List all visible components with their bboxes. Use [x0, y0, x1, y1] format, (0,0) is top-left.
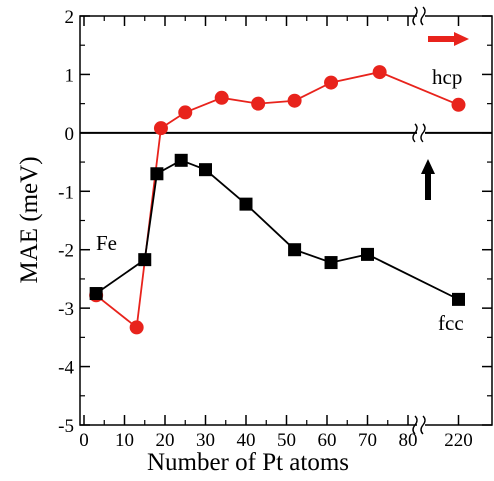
axis-break-marks: [412, 6, 426, 435]
x-tick-label: 70: [358, 430, 377, 451]
series-1-point: [199, 163, 212, 177]
series-1-point: [89, 287, 103, 301]
x-tick-label: 0: [79, 430, 89, 451]
y-tick-label: -4: [58, 358, 74, 379]
series-0-line: [95, 71, 459, 330]
axis-break-mark: [412, 6, 418, 26]
annotation-fe: Fe: [96, 231, 117, 255]
axis-break-gap: [417, 12, 425, 20]
arrow-up-black: [421, 159, 435, 200]
series-0-point: [324, 75, 339, 90]
series-0-point: [178, 105, 193, 120]
axis-break-mark: [420, 123, 426, 143]
x-tick-label: 10: [115, 430, 134, 451]
x-tick-label: 40: [237, 430, 256, 451]
series-layer: [89, 65, 466, 335]
y-tick-label: 1: [65, 65, 75, 86]
axis-break-mark: [420, 415, 426, 435]
axis-break-gap: [417, 128, 425, 137]
x-tick-label: 30: [196, 430, 215, 451]
series-1-point: [239, 197, 253, 211]
series-0-point: [214, 90, 229, 105]
series-1-point: [324, 256, 338, 270]
arrow-right-red: [428, 32, 469, 46]
plot-frame: [79, 15, 493, 426]
y-tick-label: -5: [58, 416, 74, 437]
series-0-point: [129, 320, 144, 335]
x-axis-title: Number of Pt atoms: [147, 449, 349, 476]
y-tick-label: 0: [65, 124, 75, 145]
annotation-fcc: fcc: [438, 311, 464, 335]
axis-ticks: [80, 15, 492, 426]
series-1-point: [138, 253, 152, 267]
axis-break-mark: [420, 6, 426, 26]
series-0-point: [251, 96, 266, 111]
series-1-point: [150, 167, 164, 181]
series-0-point: [287, 93, 302, 108]
y-axis-title: MAE (meV): [16, 156, 43, 283]
series-0-point: [372, 65, 387, 80]
y-tick-label: 2: [65, 7, 75, 28]
series-1-line: [95, 159, 459, 301]
x-tick-label: 80: [399, 430, 418, 451]
axis-break-mark: [412, 415, 418, 435]
y-tick-label: -2: [58, 241, 74, 262]
series-0-point: [153, 121, 168, 136]
annotation-hcp: hcp: [432, 65, 462, 89]
series-1-point: [288, 243, 302, 257]
y-tick-label: -1: [58, 182, 74, 203]
y-tick-label: -3: [58, 299, 74, 320]
series-1-point: [361, 247, 374, 261]
x-tick-label: 220: [444, 430, 473, 451]
x-tick-label: 60: [318, 430, 337, 451]
tick-labels: 210-1-2-3-4-50 10 20 30 40 50 60 70 80 220: [58, 7, 473, 451]
x-tick-label: 50: [277, 430, 296, 451]
series-0-point: [451, 97, 466, 112]
axis-break-gap: [417, 421, 425, 429]
series-1-point: [452, 292, 465, 306]
series-1-point: [174, 153, 188, 167]
axis-break-mark: [412, 123, 418, 143]
x-tick-label: 20: [156, 430, 175, 451]
